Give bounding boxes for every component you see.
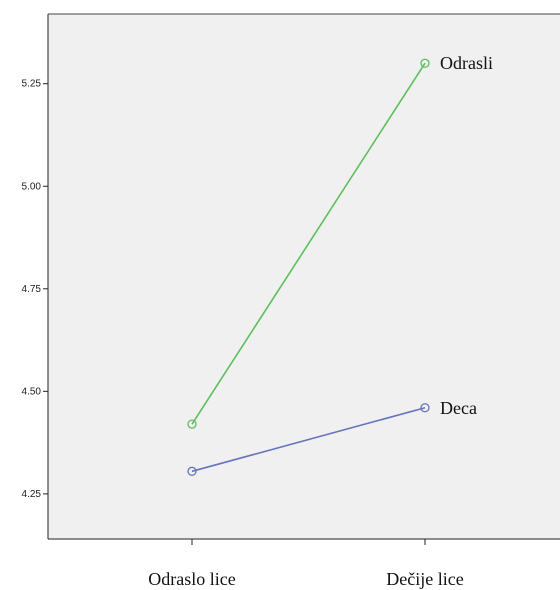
series-label-odrasli: Odrasli [440,53,493,73]
data-point-odrasli [187,419,197,429]
data-point-odrasli [420,58,430,68]
series-line-deca [191,406,426,473]
x-tick-label: Dečije lice [386,569,463,589]
y-tick-label: 5.25 [22,79,42,90]
series-line-odrasli [191,62,426,425]
data-point-deca [187,466,197,476]
data-point-deca [420,403,430,413]
series-label-deca: Deca [440,398,477,418]
x-tick-label: Odraslo lice [148,569,235,589]
series-labels: Odrasli Deca [440,53,493,418]
y-tick-label: 4.25 [22,489,42,500]
y-tick-label: 5.00 [22,181,42,192]
y-tick-label: 4.75 [22,284,42,295]
y-tick-label: 4.50 [22,386,42,397]
series-lines [191,62,426,473]
plot-area [48,14,560,539]
series-points [187,58,430,476]
x-ticks: Odraslo lice Dečije lice [148,539,464,589]
y-ticks: 4.25 4.50 4.75 5.00 5.25 [22,79,48,500]
